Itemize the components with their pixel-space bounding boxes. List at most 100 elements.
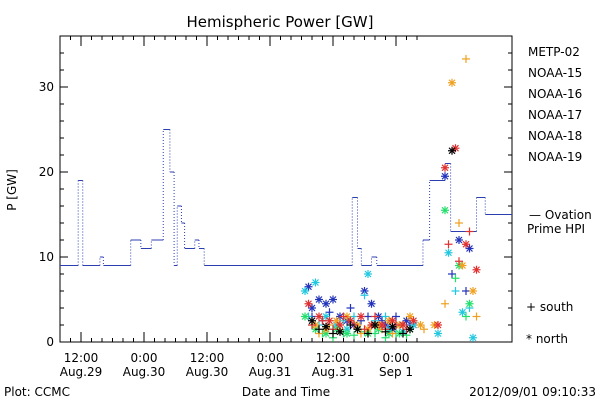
marker-stroke	[312, 279, 319, 286]
south-marker	[388, 329, 397, 338]
south-marker	[381, 327, 390, 336]
x-tick-time-label: 12:00	[64, 351, 99, 365]
north-marker	[388, 322, 397, 331]
south-marker	[451, 287, 460, 295]
chart-title: Hemispheric Power [GW]	[187, 13, 374, 31]
north-marker	[322, 322, 330, 331]
legend-entry: NOAA-15	[528, 66, 582, 80]
south-marker	[339, 312, 348, 321]
south-marker	[444, 240, 453, 249]
marker-stroke	[322, 323, 330, 331]
marker-stroke	[308, 304, 316, 312]
x-tick-time-label: 12:00	[316, 351, 351, 365]
south-marker	[360, 291, 369, 300]
marker-stroke	[301, 287, 309, 295]
north-marker	[416, 321, 425, 329]
north-marker	[462, 240, 470, 249]
north-marker	[441, 206, 449, 215]
marker-stroke	[315, 296, 323, 303]
marker-stroke	[361, 287, 368, 295]
marker-stroke	[406, 313, 414, 320]
marker-stroke	[322, 313, 330, 320]
north-marker	[308, 316, 316, 325]
south-marker	[360, 325, 369, 334]
marker-stroke	[469, 287, 477, 295]
north-marker	[472, 265, 481, 274]
y-tick-label: 20	[39, 165, 54, 179]
north-marker	[346, 316, 355, 325]
south-marker	[371, 312, 379, 321]
north-marker	[301, 312, 309, 321]
legend-entry: NOAA-16	[528, 87, 582, 101]
north-marker	[448, 146, 456, 155]
south-marker	[392, 321, 400, 329]
marker-stroke	[406, 325, 414, 333]
south-marker	[329, 329, 337, 338]
north-marker	[343, 329, 351, 338]
north-marker	[469, 333, 477, 342]
south-marker	[364, 329, 372, 338]
x-tick-date-label: Aug.29	[60, 365, 103, 379]
legend-entry: NOAA-17	[528, 108, 582, 122]
marker-stroke	[410, 317, 417, 325]
marker-stroke	[354, 325, 361, 333]
marker-stroke	[371, 321, 379, 329]
y-axis: 0 10 20 30	[39, 52, 512, 349]
south-marker	[392, 312, 400, 321]
x-tick-date-label: Sep 1	[379, 365, 413, 379]
plot-frame	[59, 35, 513, 343]
north-marker	[336, 321, 344, 329]
south-marker	[455, 219, 463, 227]
legend-entry: NOAA-18	[528, 129, 582, 143]
south-marker	[381, 312, 390, 321]
north-marker	[469, 287, 477, 295]
north-marker	[353, 325, 362, 334]
south-marker	[346, 304, 355, 312]
south-marker	[350, 331, 358, 340]
south-marker	[420, 325, 428, 334]
legend-entry: NOAA-19	[528, 150, 582, 164]
x-axis: 12:00Aug.290:00Aug.3012:00Aug.300:00Aug.…	[59, 36, 418, 379]
north-marker	[378, 321, 386, 329]
marker-stroke	[308, 317, 316, 325]
south-marker	[346, 321, 355, 329]
north-marker	[364, 270, 372, 278]
marker-stroke	[305, 300, 312, 308]
marker-stroke	[329, 296, 337, 303]
marker-stroke	[434, 321, 442, 329]
north-marker	[315, 312, 323, 321]
north-marker	[325, 316, 334, 325]
north-marker	[406, 325, 414, 334]
south-marker	[462, 54, 470, 63]
legend: METP-02 NOAA-15 NOAA-16 NOAA-17 NOAA-18 NOAA-…	[528, 45, 582, 164]
south-marker	[357, 329, 365, 338]
ovation-series	[60, 129, 512, 266]
marker-stroke	[357, 313, 365, 320]
south-marker	[399, 329, 407, 338]
marker-stroke	[347, 317, 354, 325]
satellite-markers	[301, 54, 481, 342]
marker-stroke	[301, 313, 309, 320]
north-marker	[304, 299, 313, 308]
north-marker	[434, 321, 442, 329]
north-marker	[465, 299, 474, 308]
south-marker	[315, 325, 323, 334]
marker-stroke	[326, 317, 333, 325]
x-tick-date-label: Aug.31	[249, 365, 292, 379]
south-marker-legend: + south	[526, 300, 573, 314]
north-marker	[371, 321, 379, 329]
marker-stroke	[333, 317, 340, 325]
marker-stroke	[378, 321, 386, 329]
south-marker	[364, 312, 372, 321]
north-marker	[315, 295, 323, 304]
marker-stroke	[459, 308, 466, 316]
footer-timestamp: 2012/09/01 09:10:33	[469, 385, 596, 399]
marker-stroke	[417, 321, 424, 329]
marker-stroke	[389, 317, 396, 325]
marker-stroke	[368, 300, 375, 308]
north-marker	[329, 295, 337, 304]
marker-stroke	[466, 245, 473, 252]
marker-stroke	[445, 249, 452, 257]
north-marker	[458, 308, 467, 317]
north-marker-legend: * north	[526, 332, 568, 346]
